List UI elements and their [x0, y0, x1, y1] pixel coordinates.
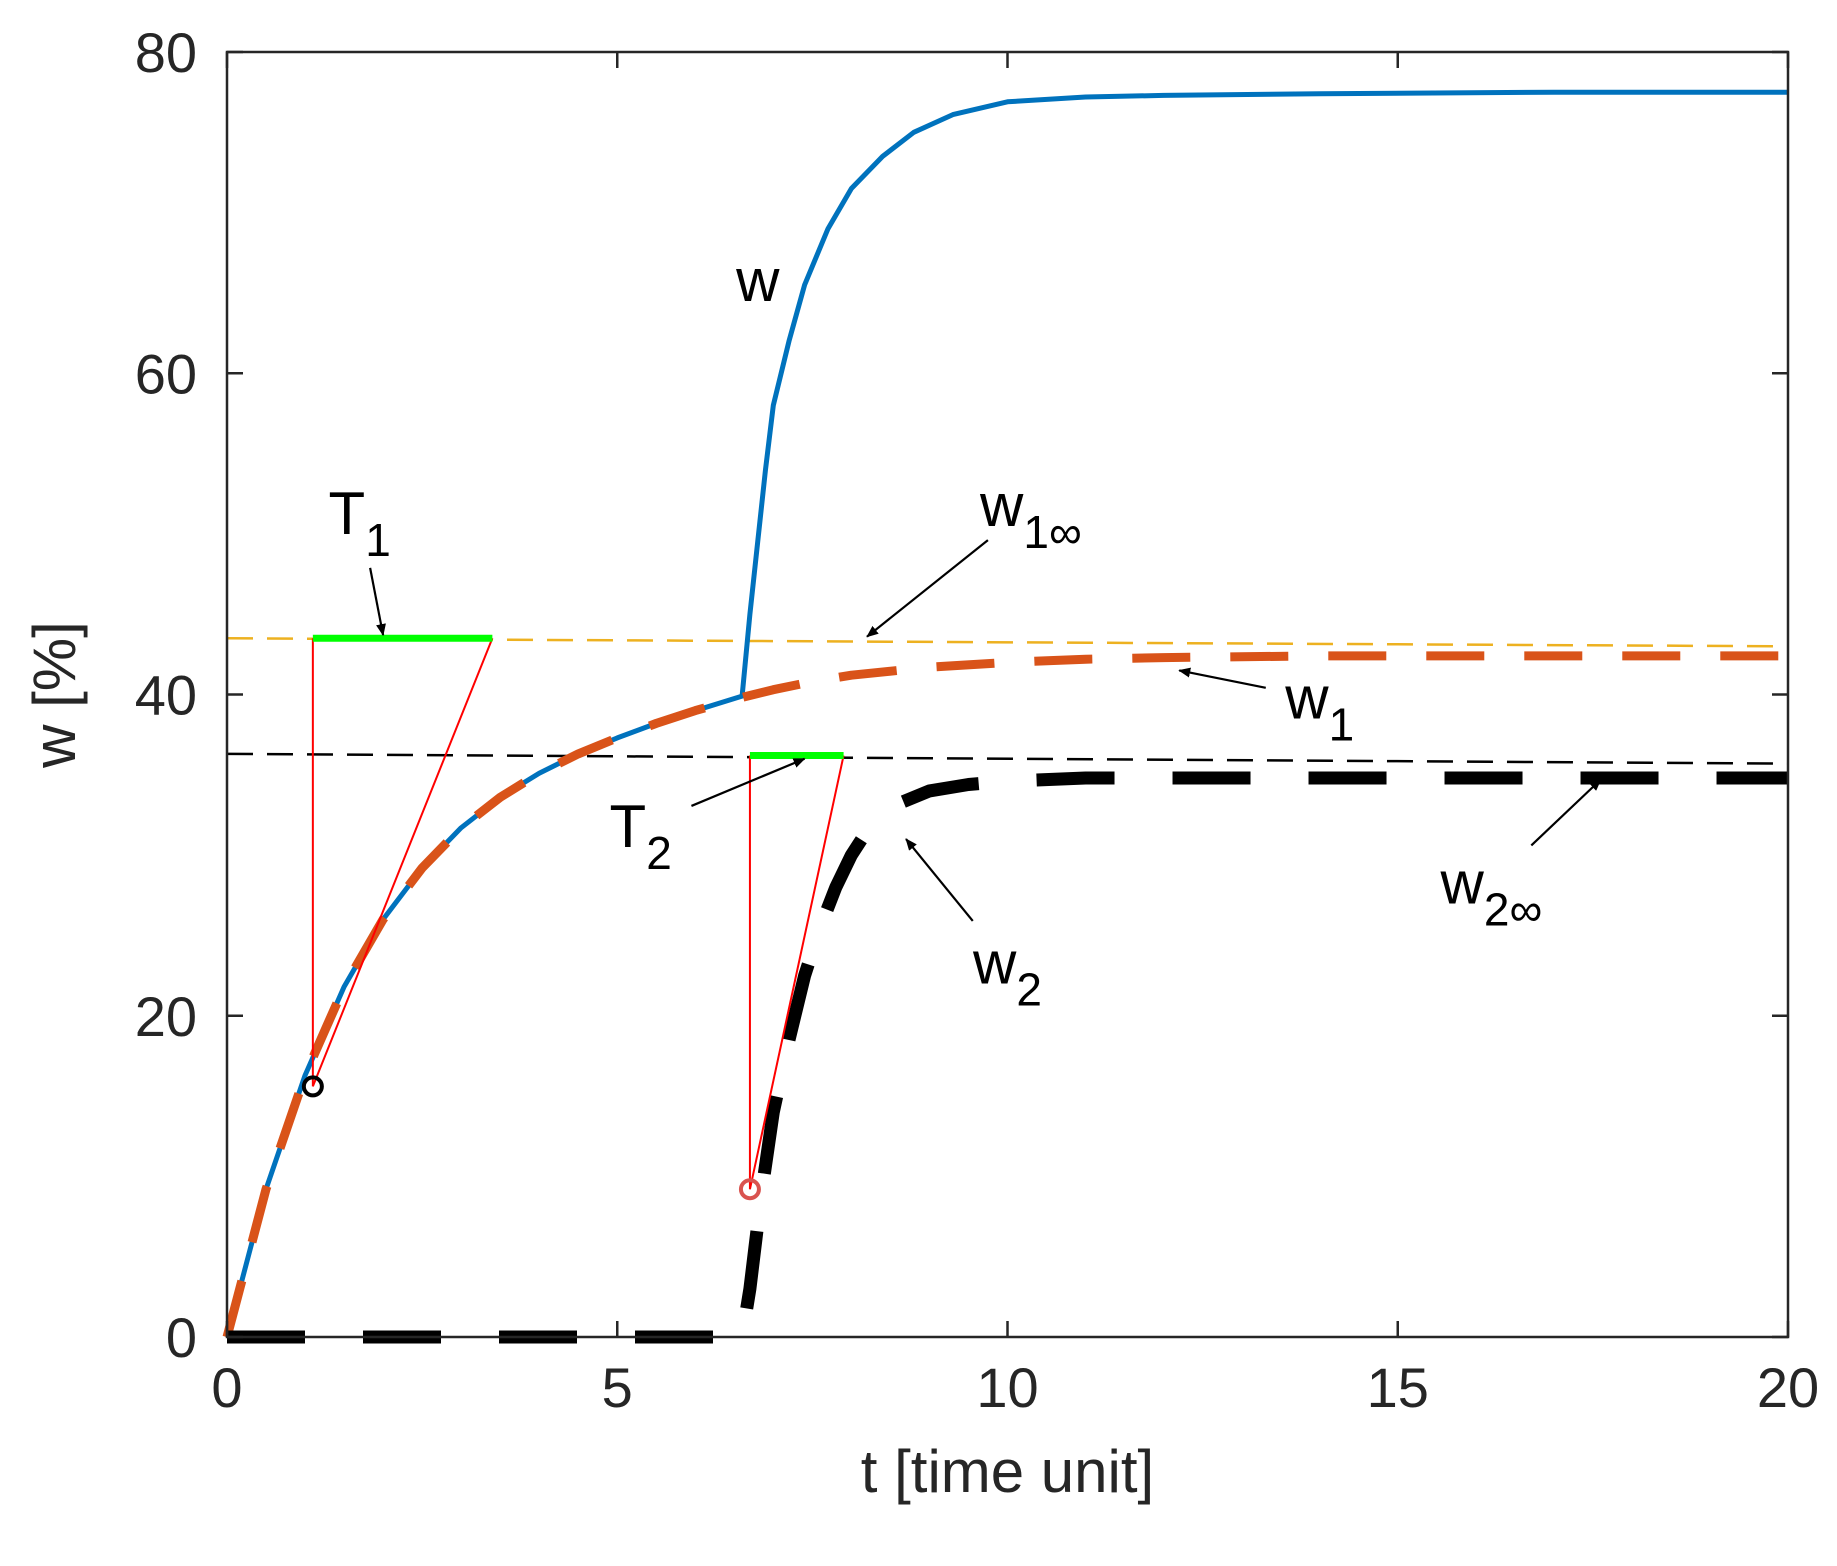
- annotation-w: w: [735, 247, 780, 314]
- annotation-layer: w w1∞ T1 w1 T2 w2∞ w2: [329, 247, 1602, 1016]
- axes: 0 5 10 15 20 0 20 40 60 80: [135, 21, 1819, 1419]
- x-tick-label: 20: [1757, 1356, 1819, 1419]
- t1-tangent-line: [311, 637, 494, 1087]
- t2-point-marker: [738, 1178, 761, 1201]
- t1-point-marker: [301, 1075, 324, 1098]
- annotation-w1-arrow: [1178, 667, 1266, 689]
- y-tick-label: 80: [135, 21, 197, 84]
- y-tick-label: 60: [135, 342, 197, 405]
- y-tick-label: 0: [166, 1306, 197, 1369]
- y-tick-label: 40: [135, 664, 197, 727]
- series-w2-line: [227, 771, 1788, 1344]
- series-layer: [222, 89, 1789, 1344]
- x-tick-label: 0: [211, 1356, 242, 1419]
- t2-tangent-line: [748, 755, 845, 1190]
- annotation-w2: w2: [972, 930, 1042, 1016]
- annotation-t1: T1: [329, 480, 391, 566]
- y-axis-label: w [%]: [21, 621, 88, 769]
- series-w1-line: [222, 651, 1788, 1339]
- annotation-w1inf: w1∞: [979, 472, 1082, 558]
- x-tick-label: 5: [602, 1356, 633, 1419]
- annotation-w1inf-arrow: [866, 539, 989, 638]
- annotation-t1-arrow: [369, 567, 386, 637]
- annotation-t2-arrow: [691, 757, 806, 807]
- series-w2-inf-line: [226, 752, 1789, 765]
- y-tick-label: 20: [135, 985, 197, 1048]
- tangent-construction-layer: [301, 634, 845, 1201]
- annotation-w2-arrow: [905, 838, 974, 922]
- annotation-w2inf: w2∞: [1440, 849, 1543, 935]
- x-axis-label: t [time unit]: [861, 1438, 1154, 1505]
- axes-box: [225, 50, 1790, 1339]
- annotation-w2inf-arrow: [1530, 778, 1602, 847]
- annotation-w1: w1: [1284, 665, 1354, 751]
- annotation-t2: T2: [610, 793, 672, 879]
- x-tick-label: 10: [976, 1356, 1038, 1419]
- x-tick-label: 15: [1367, 1356, 1429, 1419]
